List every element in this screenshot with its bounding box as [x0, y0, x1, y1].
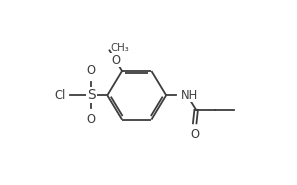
Text: O: O	[190, 128, 199, 141]
Text: Cl: Cl	[55, 89, 66, 102]
Text: CH₃: CH₃	[110, 43, 129, 53]
Text: NH: NH	[181, 89, 198, 102]
Text: O: O	[87, 64, 96, 77]
Text: O: O	[87, 113, 96, 126]
Text: S: S	[87, 88, 95, 102]
Text: O: O	[111, 54, 120, 67]
